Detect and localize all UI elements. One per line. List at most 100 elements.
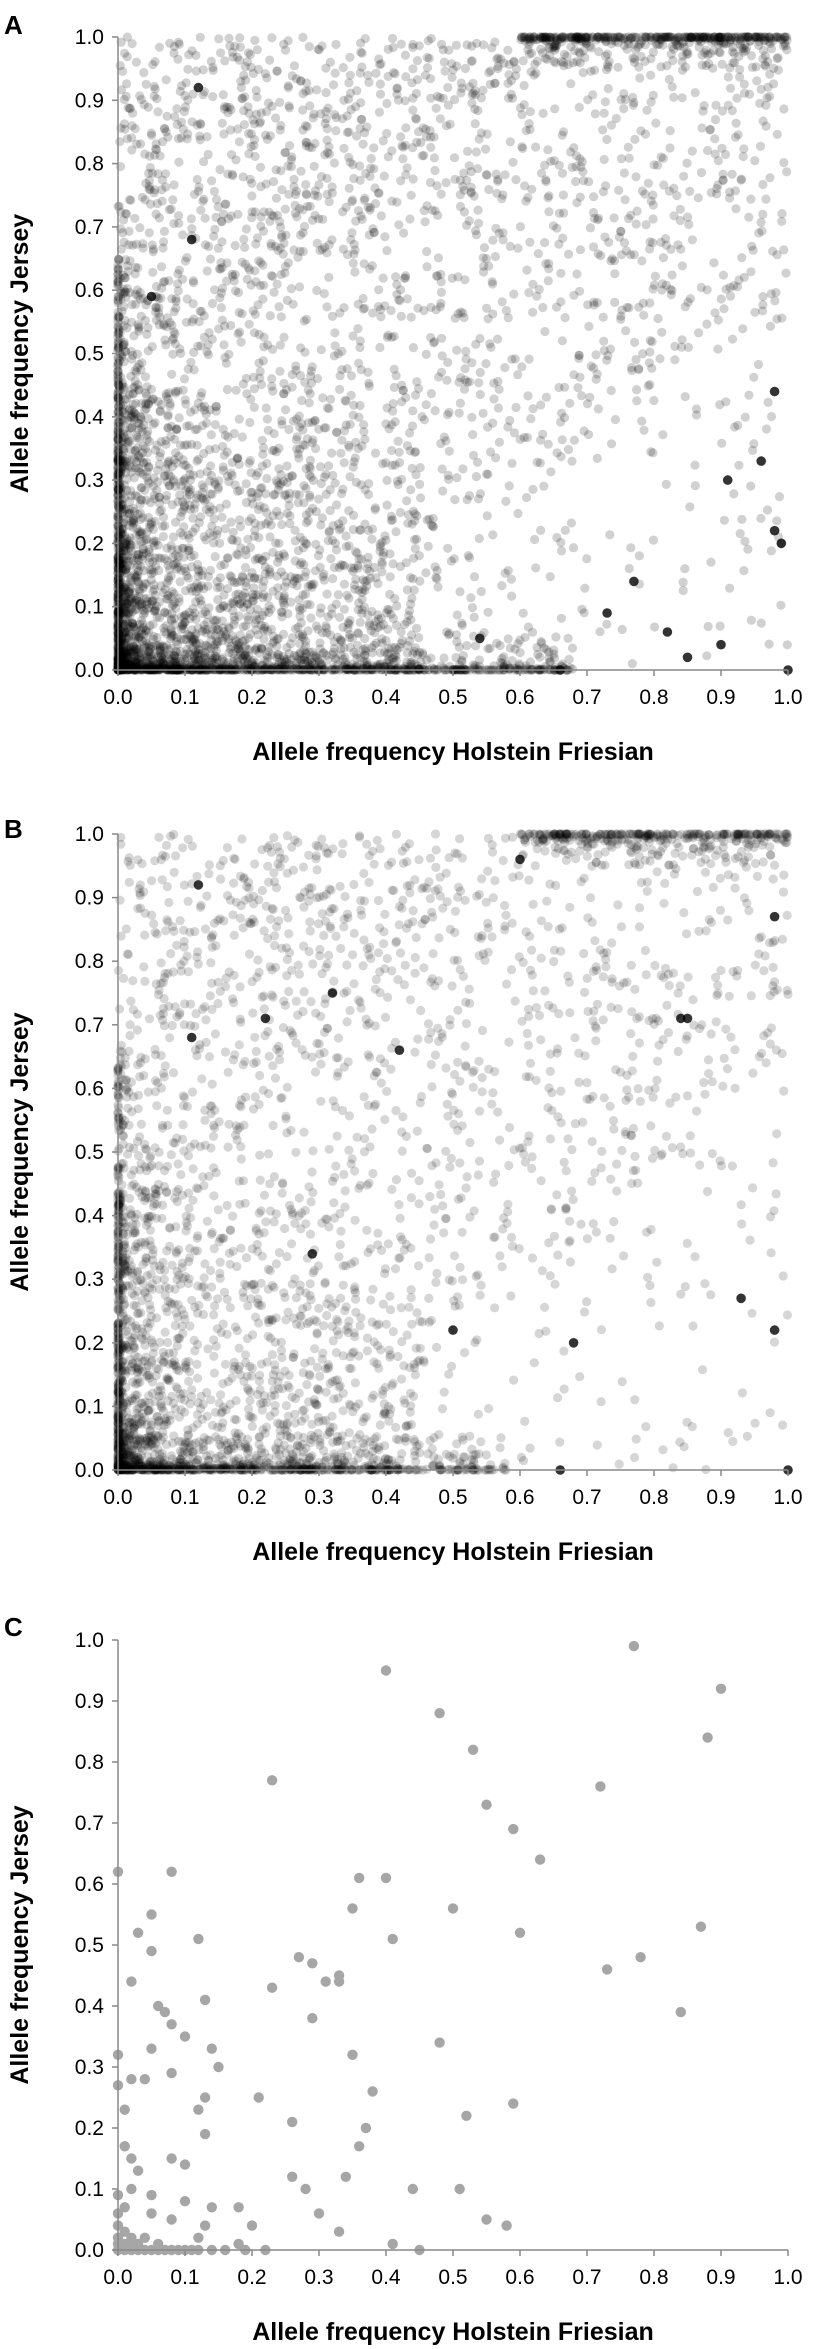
density-point [735,529,745,539]
density-point [267,101,277,111]
density-point [154,42,165,52]
density-point [222,603,232,613]
density-point [178,274,188,284]
density-point [647,363,657,373]
density-point [503,634,513,644]
density-point [376,621,386,631]
density-point [259,623,269,633]
density-point [486,342,496,352]
density-point [268,511,278,521]
density-point [412,534,422,544]
density-point [651,118,661,128]
density-point [217,315,227,325]
density-point [355,525,365,535]
density-point [457,657,467,667]
density-point [229,653,239,663]
density-point [584,177,594,187]
density-point [153,396,163,407]
density-point [118,607,128,617]
density-point [152,664,162,674]
density-point [124,226,134,236]
density-point [610,269,620,279]
density-point [183,364,193,374]
density-point [523,45,533,55]
density-point [452,610,462,620]
density-point [352,548,362,558]
density-point [176,612,186,622]
density-point [622,44,632,54]
density-point [289,61,299,71]
density-point [761,194,771,204]
density-point [195,306,205,316]
density-point [253,468,263,478]
density-point [180,586,191,596]
density-point [232,657,243,667]
density-point [304,398,314,408]
density-point [313,653,323,663]
density-point [546,467,556,477]
density-point [632,32,642,42]
density-point [142,435,152,445]
density-point [145,519,155,529]
density-point [276,120,286,131]
density-point [540,238,550,248]
density-point [381,535,391,545]
density-point [193,571,203,581]
density-point [217,653,228,663]
density-point [279,549,289,559]
density-point [138,239,148,249]
density-point [701,60,711,71]
density-point [490,78,500,88]
density-point [335,612,345,622]
density-point [393,436,403,446]
density-point [395,561,405,572]
density-point [240,92,250,102]
density-point [202,640,212,651]
density-point [133,560,143,570]
density-point [236,576,246,586]
density-point [557,435,567,445]
density-point [171,660,181,670]
density-point [223,622,234,632]
density-point [374,188,384,198]
density-point [536,168,547,178]
density-point [491,223,501,233]
density-point [171,448,181,458]
density-point [485,339,495,349]
density-point [632,396,642,406]
density-point [179,374,190,384]
density-point [383,44,393,55]
density-point [117,662,128,672]
density-point [155,407,165,417]
density-point [649,280,660,290]
density-point [398,154,408,164]
density-point [646,447,656,457]
density-point [202,617,212,627]
density-point [183,64,193,74]
density-point [670,35,680,45]
density-point [338,484,348,494]
density-point [583,32,593,42]
density-point [157,521,168,531]
density-point [144,641,154,651]
density-point [354,554,364,564]
density-point [591,350,601,360]
density-point [348,510,359,520]
density-point [309,650,319,660]
density-point [412,137,422,147]
density-point [398,385,408,396]
density-point [541,176,551,187]
density-point [592,32,602,43]
density-point [151,315,162,325]
density-point [410,535,420,545]
density-point [144,660,154,670]
density-point [599,336,609,346]
density-point [226,517,236,527]
density-point [213,595,223,605]
density-point [360,485,370,495]
density-point [738,324,748,334]
density-point [158,512,169,522]
density-point [275,366,285,376]
density-point [690,88,700,98]
density-point [175,490,185,500]
